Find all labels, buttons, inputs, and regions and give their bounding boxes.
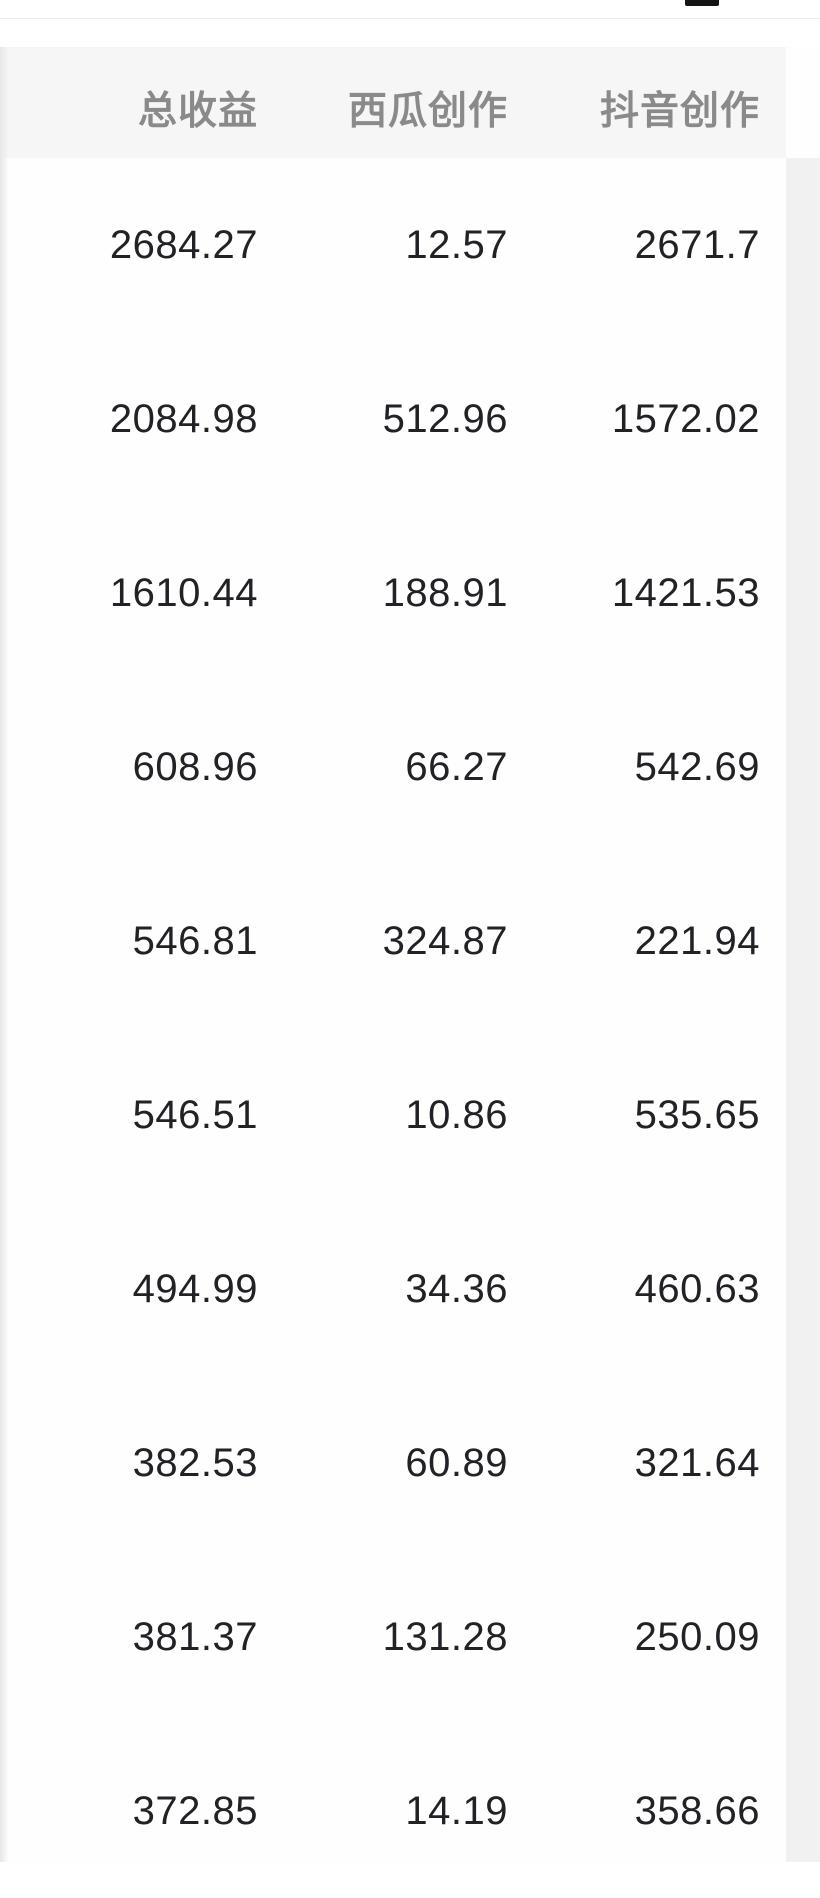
- table-body: 2684.27 12.57 2671.7 2084.98 512.96 1572…: [0, 158, 786, 1898]
- table-row: 2684.27 12.57 2671.7: [0, 158, 786, 332]
- right-gutter: [786, 158, 820, 1862]
- table-row: 546.81 324.87 221.94: [0, 854, 786, 1028]
- douyin-value: 321.64: [634, 1440, 760, 1485]
- douyin-value: 2671.7: [634, 222, 760, 267]
- column-header-douyin-creation: 抖音创作: [599, 89, 760, 133]
- top-bar: [0, 0, 820, 47]
- table-row: 546.51 10.86 535.65: [0, 1028, 786, 1202]
- xigua-value: 131.28: [382, 1614, 508, 1659]
- table-row: 372.85 14.19 358.66: [0, 1724, 786, 1898]
- douyin-value: 535.65: [634, 1092, 760, 1137]
- table-row: 608.96 66.27 542.69: [0, 680, 786, 854]
- douyin-value: 221.94: [634, 918, 760, 963]
- douyin-value: 460.63: [634, 1266, 760, 1311]
- xigua-value: 34.36: [405, 1266, 508, 1311]
- total-revenue-value: 2684.27: [109, 222, 258, 267]
- total-revenue-value: 372.85: [132, 1788, 258, 1833]
- total-revenue-value: 1610.44: [109, 570, 258, 615]
- total-revenue-value: 546.81: [132, 918, 258, 963]
- xigua-value: 66.27: [405, 744, 508, 789]
- table-header-row: 总收益 西瓜创作 抖音创作: [0, 47, 786, 158]
- table-row: 494.99 34.36 460.63: [0, 1202, 786, 1376]
- xigua-value: 324.87: [382, 918, 508, 963]
- douyin-value: 358.66: [634, 1788, 760, 1833]
- top-divider: [0, 18, 820, 19]
- xigua-value: 14.19: [405, 1788, 508, 1833]
- total-revenue-value: 2084.98: [109, 396, 258, 441]
- column-header-total-revenue: 总收益: [137, 89, 258, 133]
- column-header-xigua-creation: 西瓜创作: [347, 89, 508, 133]
- revenue-table[interactable]: 总收益 西瓜创作 抖音创作 2684.27 12.57 2671.7 2084.…: [0, 47, 820, 1862]
- table-row: 382.53 60.89 321.64: [0, 1376, 786, 1550]
- cropped-black-bar: [685, 0, 719, 6]
- douyin-value: 1421.53: [611, 570, 760, 615]
- total-revenue-value: 382.53: [132, 1440, 258, 1485]
- xigua-value: 12.57: [405, 222, 508, 267]
- xigua-value: 10.86: [405, 1092, 508, 1137]
- total-revenue-value: 494.99: [132, 1266, 258, 1311]
- xigua-value: 60.89: [405, 1440, 508, 1485]
- douyin-value: 250.09: [634, 1614, 760, 1659]
- total-revenue-value: 381.37: [132, 1614, 258, 1659]
- total-revenue-value: 546.51: [132, 1092, 258, 1137]
- table-row: 2084.98 512.96 1572.02: [0, 332, 786, 506]
- douyin-value: 1572.02: [611, 396, 760, 441]
- xigua-value: 188.91: [382, 570, 508, 615]
- table-row: 1610.44 188.91 1421.53: [0, 506, 786, 680]
- table-row: 381.37 131.28 250.09: [0, 1550, 786, 1724]
- total-revenue-value: 608.96: [132, 744, 258, 789]
- douyin-value: 542.69: [634, 744, 760, 789]
- xigua-value: 512.96: [382, 396, 508, 441]
